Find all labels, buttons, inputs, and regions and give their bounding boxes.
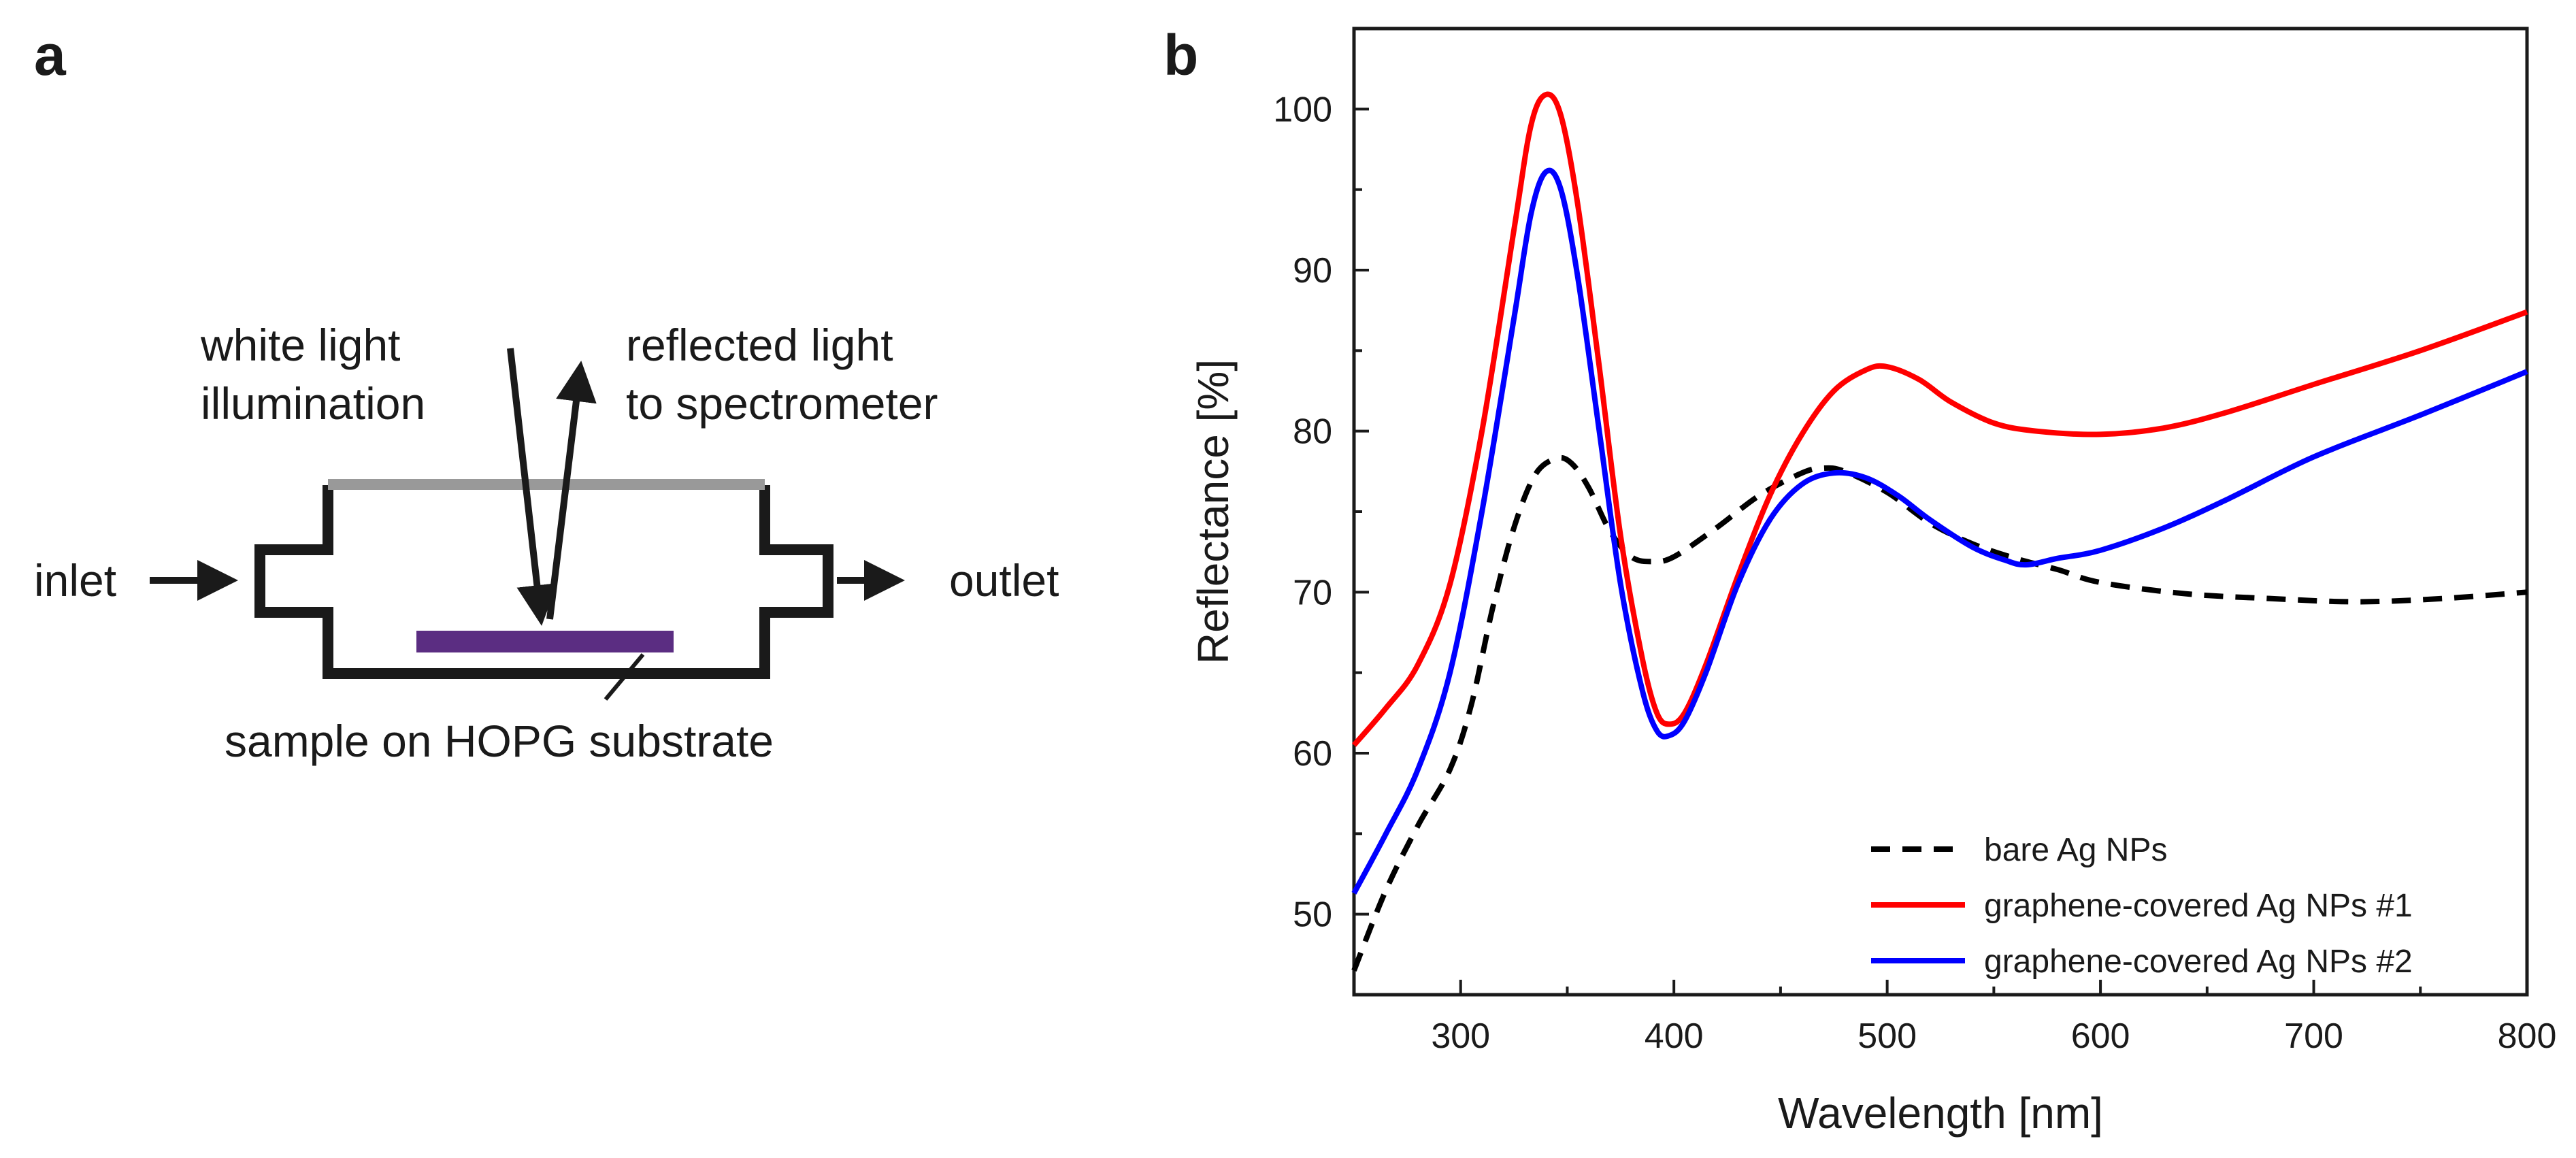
outlet-label: outlet xyxy=(949,555,1059,606)
x-tick-label: 700 xyxy=(2284,1016,2343,1056)
panel-a-letter: a xyxy=(34,23,67,87)
inlet-label: inlet xyxy=(34,555,116,606)
reflected-light-label-line2: to spectrometer xyxy=(626,378,938,429)
y-axis-title: Reflectance [%] xyxy=(1189,359,1238,664)
reflectance-chart: 50 60 70 80 90 100 300 400 500 600 700 800 bare Ag… xyxy=(1189,27,2557,1138)
x-axis-title: Wavelength [nm] xyxy=(1778,1089,2103,1138)
y-tick-label: 100 xyxy=(1273,90,1332,129)
reflected-light-arrow xyxy=(546,361,597,620)
legend-label-graphene-covered-ag-nps-1: graphene-covered Ag NPs #1 xyxy=(1984,888,2413,924)
x-tick-label: 400 xyxy=(1645,1016,1704,1056)
flow-cell-outline xyxy=(254,485,833,679)
sample-leader-line xyxy=(604,653,645,701)
legend-label-bare-ag-nps: bare Ag NPs xyxy=(1984,832,2167,868)
series-layer xyxy=(1351,91,2528,972)
panel-a: a white light illumination reflected lig… xyxy=(34,23,1059,766)
x-tick-label: 300 xyxy=(1431,1016,1490,1056)
series-line-graphene-covered-ag-nps-2 xyxy=(1351,167,2528,895)
sample-label: sample on HOPG substrate xyxy=(225,716,774,766)
legend: bare Ag NPs graphene-covered Ag NPs #1 gra… xyxy=(1871,832,2413,980)
y-axis-ticks: 50 60 70 80 90 100 xyxy=(1273,27,1369,996)
x-tick-label: 500 xyxy=(1857,1016,1917,1056)
y-tick-label: 80 xyxy=(1293,412,1332,452)
series-line-graphene-covered-ag-nps-1 xyxy=(1351,91,2528,747)
y-tick-label: 50 xyxy=(1293,895,1332,935)
panel-b: b 50 60 70 80 90 100 300 400 500 600 700 800 bare … xyxy=(1163,23,2556,1138)
x-tick-label: 800 xyxy=(2498,1016,2557,1056)
y-tick-label: 90 xyxy=(1293,251,1332,291)
panel-b-letter: b xyxy=(1163,23,1198,87)
white-light-label-line2: illumination xyxy=(201,378,425,429)
series-line-bare-ag-nps xyxy=(1351,454,2528,972)
x-tick-label: 600 xyxy=(2071,1016,2130,1056)
sample-substrate xyxy=(416,631,674,652)
white-light-label-line1: white light xyxy=(200,320,401,370)
y-tick-label: 70 xyxy=(1293,573,1332,612)
y-tick-label: 60 xyxy=(1293,734,1332,774)
x-axis-ticks: 300 400 500 600 700 800 xyxy=(1353,980,2557,1056)
legend-label-graphene-covered-ag-nps-2: graphene-covered Ag NPs #2 xyxy=(1984,944,2413,980)
reflected-light-label-line1: reflected light xyxy=(626,320,893,370)
incident-light-arrow xyxy=(507,348,558,626)
